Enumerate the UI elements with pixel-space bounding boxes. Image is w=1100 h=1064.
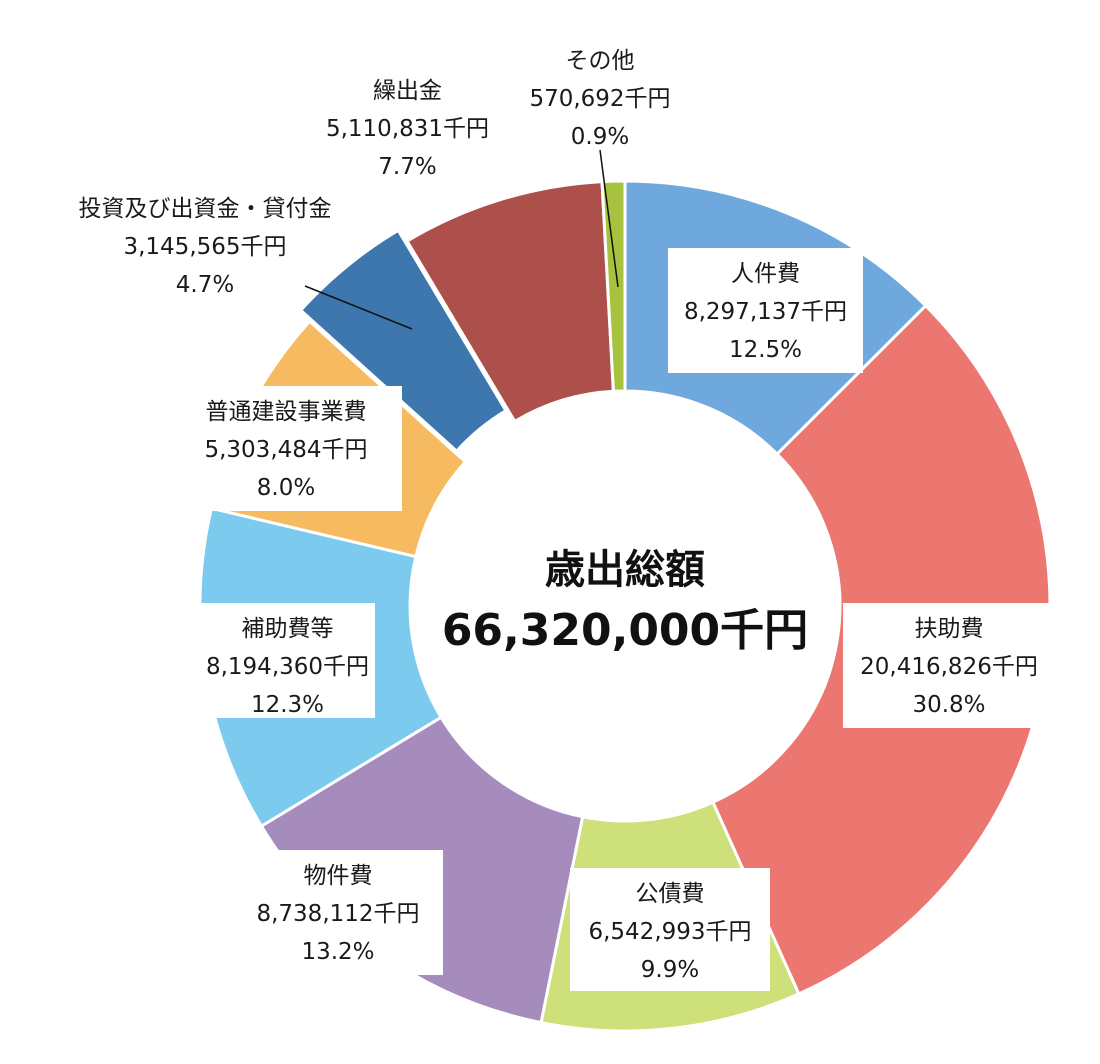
slice-label-box-0	[668, 248, 863, 373]
leader-line-8	[599, 149, 619, 288]
slice-label-amount-2: 6,542,993千円	[588, 919, 751, 945]
slice-label-amount-5: 5,303,484千円	[204, 437, 367, 463]
slice-label-name-6: 投資及び出資金・貸付金	[79, 196, 332, 222]
slice-label-percent-5: 8.0%	[257, 475, 315, 501]
slice-label-amount-3: 8,738,112千円	[256, 901, 419, 927]
slice-label-amount-1: 20,416,826千円	[860, 654, 1038, 680]
slice-6	[298, 228, 508, 454]
center-total: 66,320,000千円	[442, 605, 808, 656]
slice-label-percent-2: 9.9%	[641, 957, 699, 983]
center-title: 歳出総額	[545, 547, 705, 593]
slice-label-box-2	[570, 868, 770, 991]
slice-label-name-4: 補助費等	[242, 616, 334, 642]
labels-group: 人件費 8,297,137千円 12.5% 扶助費 20,416,826千円 30.8% 公…	[79, 48, 1055, 991]
slice-label-percent-8: 0.9%	[571, 124, 629, 150]
slice-label-box-5	[170, 386, 402, 511]
slice-label-name-3: 物件費	[304, 863, 373, 889]
slice-label-amount-7: 5,110,831千円	[326, 116, 489, 142]
slice-label-box-4	[200, 603, 375, 718]
slice-label-box-3	[233, 850, 443, 975]
slice-label-name-5: 普通建設事業費	[206, 399, 367, 425]
slice-label-box-1	[843, 603, 1055, 728]
slice-label-percent-1: 30.8%	[912, 692, 985, 718]
slice-label-percent-0: 12.5%	[729, 337, 802, 363]
donut-hole	[412, 393, 838, 819]
slice-label-amount-0: 8,297,137千円	[684, 299, 847, 325]
slice-label-percent-4: 12.3%	[251, 692, 324, 718]
slice-label-percent-6: 4.7%	[176, 272, 234, 298]
slice-label-name-7: 繰出金	[373, 78, 442, 104]
leader-line-6	[304, 285, 413, 330]
leader-lines-group	[304, 149, 619, 330]
slice-label-percent-7: 7.7%	[378, 154, 436, 180]
slice-label-name-8: その他	[566, 48, 635, 74]
slice-label-name-2: 公債費	[636, 881, 705, 907]
slice-label-amount-8: 570,692千円	[529, 86, 670, 112]
slice-label-name-1: 扶助費	[915, 616, 984, 642]
slice-label-percent-3: 13.2%	[301, 939, 374, 965]
slice-label-amount-6: 3,145,565千円	[123, 234, 286, 260]
slice-label-name-0: 人件費	[731, 261, 800, 287]
slice-label-amount-4: 8,194,360千円	[206, 654, 369, 680]
slice-8	[600, 179, 627, 393]
